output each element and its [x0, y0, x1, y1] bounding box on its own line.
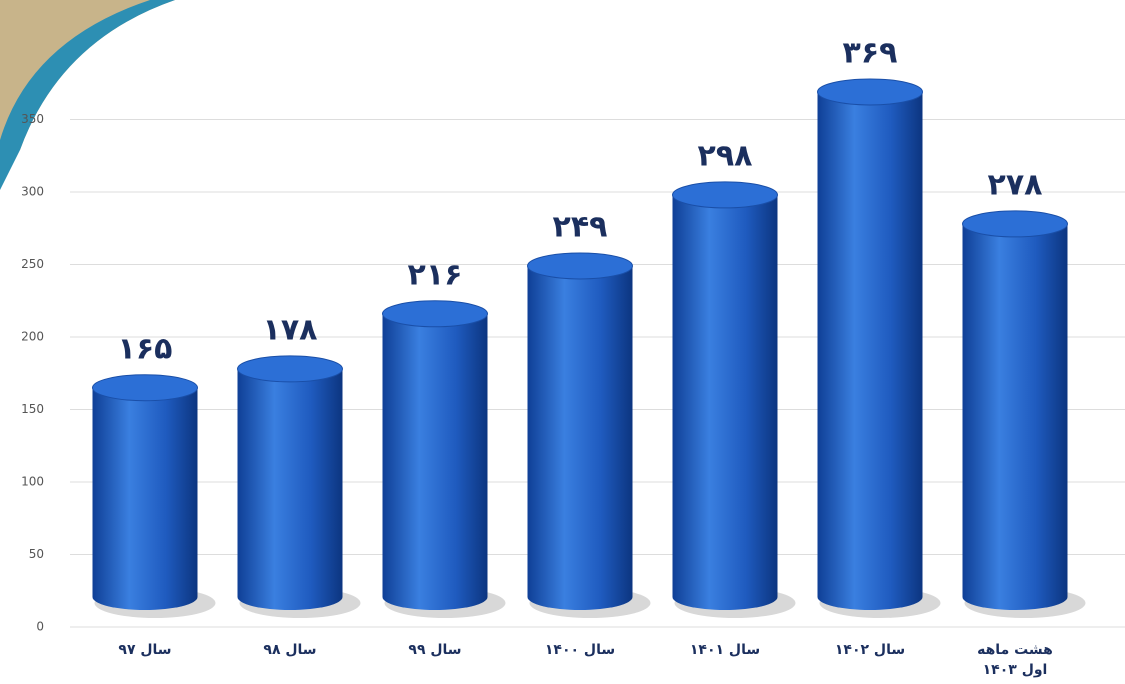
y-tick-label: 250	[21, 257, 44, 271]
value-label: ۱۷۸	[263, 312, 318, 347]
value-label: ۳۶۹	[843, 35, 898, 70]
bar-body	[962, 223, 1068, 597]
bar	[237, 355, 343, 610]
bar-body	[92, 387, 198, 597]
bar-top	[962, 210, 1068, 238]
bar-top	[817, 78, 923, 106]
y-tick-label: 300	[21, 185, 44, 199]
bar-body	[527, 265, 633, 597]
bar-bottom	[962, 584, 1068, 610]
y-tick-label: 50	[29, 547, 44, 561]
y-tick-label: 350	[21, 112, 44, 126]
bar-body	[382, 313, 488, 597]
value-label: ۲۱۶	[408, 257, 463, 292]
x-tick-label: سال ۱۴۰۱	[689, 642, 761, 658]
corner-image	[0, 0, 175, 150]
value-label: ۲۹۸	[698, 138, 753, 173]
x-tick-label: سال ۹۸	[263, 642, 317, 658]
bar	[817, 78, 923, 610]
x-tick-label: سال ۹۷	[118, 642, 172, 658]
value-label: ۲۷۸	[988, 167, 1043, 202]
bar-bottom	[817, 584, 923, 610]
corner-arc	[0, 0, 175, 190]
bar-top	[382, 300, 488, 328]
bar-bottom	[92, 584, 198, 610]
bar-top	[527, 252, 633, 280]
x-tick-label: سال ۱۴۰۲	[834, 642, 906, 658]
bar-body	[672, 194, 778, 597]
x-tick-label: سال ۱۴۰۰	[544, 642, 616, 658]
bar-top	[237, 355, 343, 383]
y-tick-label: 0	[36, 620, 44, 634]
x-tick-label: هشت ماهه اول ۱۴۰۳	[977, 642, 1053, 678]
bar-bottom	[672, 584, 778, 610]
bar	[527, 252, 633, 610]
bar	[672, 181, 778, 610]
bar	[382, 300, 488, 610]
bar	[92, 374, 198, 610]
bar-bottom	[527, 584, 633, 610]
bar-bottom	[237, 584, 343, 610]
bar-top	[672, 181, 778, 209]
bar-bottom	[382, 584, 488, 610]
bar-body	[237, 368, 343, 597]
x-tick-label: سال ۹۹	[408, 642, 462, 658]
y-tick-label: 150	[21, 402, 44, 416]
value-label: ۲۴۹	[553, 209, 608, 244]
bar	[962, 210, 1068, 610]
bar-body	[817, 91, 923, 597]
y-tick-label: 200	[21, 330, 44, 344]
bar-top	[92, 374, 198, 402]
value-label: ۱۶۵	[118, 331, 173, 366]
y-tick-label: 100	[21, 475, 44, 489]
